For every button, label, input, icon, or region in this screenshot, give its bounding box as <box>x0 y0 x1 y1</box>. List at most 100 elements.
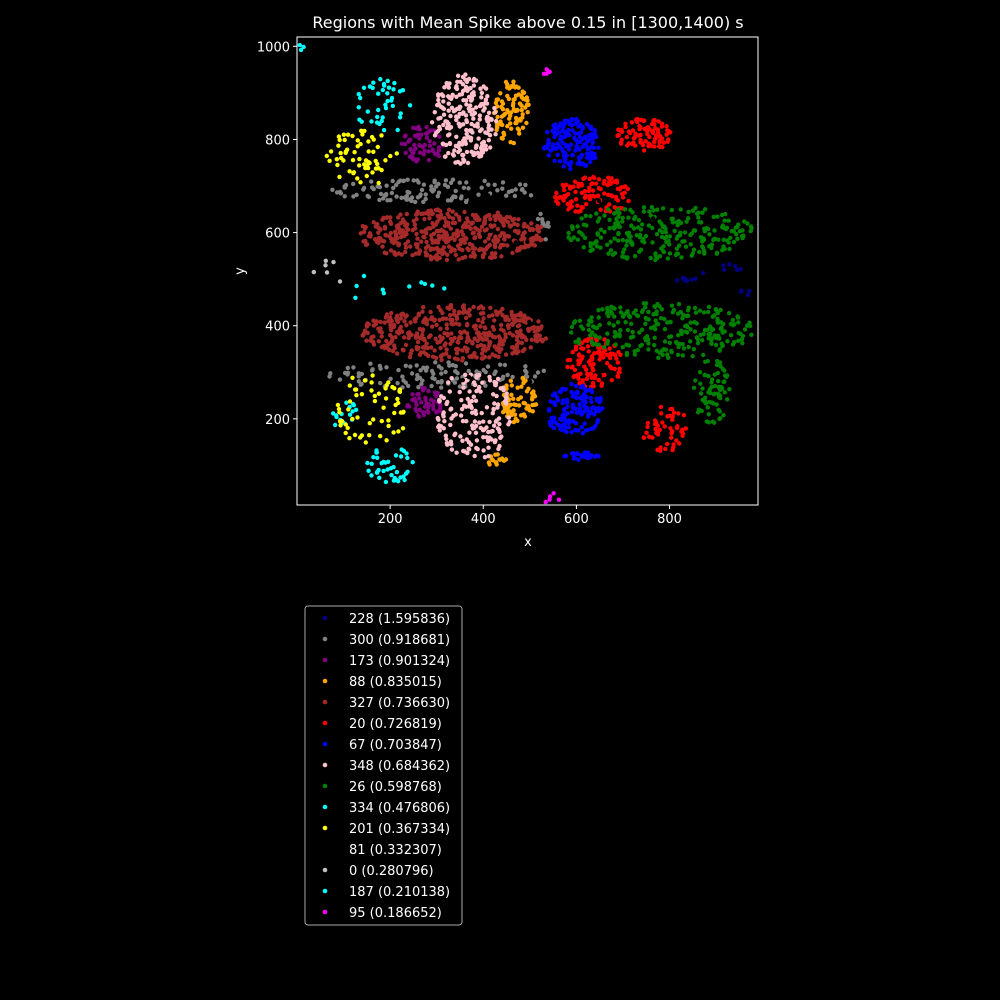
data-point <box>456 232 461 238</box>
x-axis-label: x <box>524 535 532 550</box>
data-point <box>669 435 674 440</box>
data-point <box>485 438 491 444</box>
data-point <box>646 347 651 352</box>
data-point <box>459 330 464 336</box>
data-point <box>618 310 624 315</box>
data-point <box>427 216 432 221</box>
data-point <box>643 233 649 239</box>
data-point <box>522 313 527 318</box>
data-point <box>615 374 621 379</box>
data-point <box>567 122 572 127</box>
data-point <box>622 207 628 212</box>
data-point <box>390 384 395 390</box>
data-point <box>602 213 607 218</box>
data-point <box>539 324 544 329</box>
data-point <box>624 238 630 244</box>
data-point <box>736 320 741 325</box>
data-point <box>443 433 448 438</box>
legend-marker <box>322 888 328 894</box>
data-point <box>400 219 405 225</box>
data-point <box>345 132 351 137</box>
data-point <box>493 132 498 137</box>
data-point <box>706 412 711 417</box>
data-point <box>461 232 466 237</box>
data-point <box>350 157 356 163</box>
data-point <box>478 389 483 394</box>
data-point <box>668 406 673 412</box>
data-point <box>598 227 604 232</box>
data-point <box>446 108 451 113</box>
data-point <box>423 351 429 357</box>
data-point <box>575 224 580 229</box>
data-point <box>539 217 545 222</box>
data-point <box>566 192 571 197</box>
data-point <box>580 431 585 436</box>
legend-entry-label: 20 (0.726819) <box>349 717 442 732</box>
data-point <box>677 441 682 446</box>
data-point <box>717 348 722 353</box>
data-point <box>542 145 547 150</box>
data-point <box>567 162 573 168</box>
data-point <box>565 357 571 363</box>
data-point <box>686 344 691 350</box>
data-point <box>407 354 413 360</box>
data-point <box>422 148 427 153</box>
data-point <box>576 353 582 358</box>
data-point <box>496 342 502 348</box>
data-point <box>505 372 510 378</box>
data-point <box>667 340 672 345</box>
data-point <box>662 339 668 344</box>
data-point <box>530 402 535 408</box>
y-tick-label: 400 <box>265 320 290 335</box>
data-point <box>383 102 388 108</box>
data-point <box>600 406 605 411</box>
data-point <box>425 244 431 249</box>
data-point <box>739 337 745 342</box>
data-point <box>370 185 375 190</box>
data-point <box>411 150 416 155</box>
data-point <box>444 347 449 352</box>
data-point <box>620 219 625 224</box>
data-point <box>597 357 602 362</box>
data-point <box>431 407 436 412</box>
data-point <box>396 367 401 373</box>
data-point <box>492 182 497 187</box>
data-point <box>492 401 497 406</box>
series-10 <box>324 128 406 445</box>
data-point <box>583 400 588 405</box>
data-point <box>360 132 365 137</box>
data-point <box>669 207 674 213</box>
data-point <box>353 295 358 300</box>
data-point <box>402 335 407 340</box>
data-point <box>363 224 368 230</box>
data-point <box>632 135 637 140</box>
data-point <box>702 207 708 212</box>
data-point <box>502 111 508 117</box>
data-point <box>590 247 595 252</box>
data-point <box>722 218 727 223</box>
data-point <box>633 143 638 148</box>
data-point <box>500 180 506 185</box>
data-point <box>361 229 367 235</box>
data-point <box>582 189 588 194</box>
data-point <box>398 316 403 321</box>
data-point <box>464 131 469 137</box>
data-point <box>392 475 397 481</box>
data-point <box>665 256 671 261</box>
data-point <box>683 244 689 249</box>
data-point <box>528 379 533 384</box>
data-point <box>437 408 442 413</box>
data-point <box>395 241 401 246</box>
data-point <box>414 409 419 414</box>
data-point <box>492 423 497 428</box>
data-point <box>486 454 491 459</box>
data-point <box>414 331 420 336</box>
data-point <box>561 198 566 203</box>
data-point <box>347 412 353 417</box>
data-point <box>434 257 440 262</box>
data-point <box>396 215 401 220</box>
data-point <box>648 255 653 261</box>
data-point <box>391 324 397 330</box>
data-point <box>436 233 441 238</box>
data-point <box>641 148 647 153</box>
